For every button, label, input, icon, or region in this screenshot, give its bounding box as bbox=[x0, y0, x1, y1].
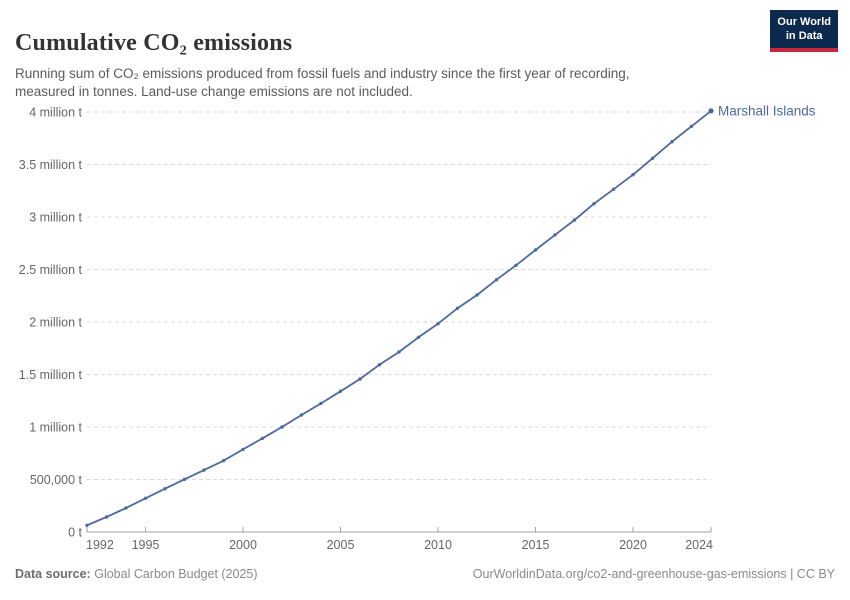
data-point bbox=[436, 322, 440, 326]
data-source-label: Data source: bbox=[15, 567, 91, 581]
data-point bbox=[241, 447, 245, 452]
data-point bbox=[475, 293, 479, 297]
y-axis-label: 3 million t bbox=[29, 211, 82, 225]
data-point bbox=[163, 487, 167, 491]
data-point bbox=[358, 377, 362, 381]
x-axis-label: 1992 bbox=[86, 538, 114, 552]
data-point bbox=[221, 459, 226, 463]
data-point bbox=[104, 515, 109, 519]
y-axis-label: 2 million t bbox=[29, 316, 82, 330]
data-point bbox=[182, 477, 187, 481]
data-point bbox=[124, 506, 128, 510]
y-axis-label: 1 million t bbox=[29, 421, 82, 435]
data-point bbox=[572, 218, 577, 222]
x-axis-label: 1995 bbox=[132, 538, 160, 552]
y-axis-label: 500,000 t bbox=[30, 473, 83, 487]
y-axis-label: 1.5 million t bbox=[19, 368, 83, 382]
data-point bbox=[416, 335, 421, 339]
series-line bbox=[86, 110, 712, 527]
data-point bbox=[299, 413, 304, 417]
data-point bbox=[670, 140, 674, 144]
data-point bbox=[533, 248, 538, 252]
data-point bbox=[494, 278, 499, 282]
credit-link[interactable]: OurWorldinData.org/co2-and-greenhouse-ga… bbox=[472, 567, 835, 581]
data-source: Data source: Global Carbon Budget (2025) bbox=[15, 567, 258, 581]
y-axis-label: 2.5 million t bbox=[19, 263, 83, 277]
page-title: Cumulative CO₂ emissions bbox=[15, 30, 293, 57]
data-point bbox=[631, 173, 635, 177]
data-point bbox=[397, 350, 401, 354]
x-axis-label: 2024 bbox=[685, 538, 713, 552]
chart-subtitle: Running sum of CO₂ emissions produced fr… bbox=[15, 65, 630, 100]
data-point bbox=[708, 108, 714, 114]
data-point bbox=[553, 233, 557, 237]
data-point bbox=[280, 425, 284, 429]
data-point bbox=[650, 156, 655, 160]
owid-logo-line1: Our World bbox=[777, 16, 831, 28]
data-point bbox=[455, 306, 460, 310]
x-axis-label: 2020 bbox=[619, 538, 647, 552]
y-axis-label: 0 t bbox=[68, 526, 82, 540]
data-point bbox=[338, 389, 343, 393]
x-axis-label: 2005 bbox=[327, 538, 355, 552]
y-axis-label: 4 million t bbox=[29, 106, 82, 120]
line-chart[interactable]: 0 t 500,000 t 1 million t 1.5 million t 2 mi… bbox=[0, 95, 850, 555]
entity-label[interactable]: Marshall Islands bbox=[718, 103, 816, 118]
owid-logo-line2: in Data bbox=[785, 30, 823, 43]
data-point bbox=[85, 523, 89, 527]
chart-footer: Data source: Global Carbon Budget (2025)… bbox=[15, 567, 835, 581]
data-point bbox=[143, 496, 148, 500]
data-point bbox=[592, 202, 596, 206]
data-source-value: Global Carbon Budget (2025) bbox=[94, 567, 258, 581]
data-point bbox=[319, 401, 323, 406]
y-axis-label: 3.5 million t bbox=[19, 158, 83, 172]
owid-logo[interactable]: Our World in Data bbox=[770, 10, 838, 52]
data-point bbox=[202, 468, 206, 472]
x-axis-label: 2015 bbox=[522, 538, 550, 552]
data-point bbox=[377, 363, 382, 367]
data-point bbox=[514, 263, 518, 267]
x-axis-label: 2010 bbox=[424, 538, 452, 552]
chart-area: 0 t 500,000 t 1 million t 1.5 million t 2 mi… bbox=[0, 95, 850, 555]
data-point bbox=[689, 124, 694, 128]
x-axis-label: 2000 bbox=[229, 538, 257, 552]
data-point bbox=[260, 436, 265, 440]
data-point bbox=[611, 187, 616, 191]
